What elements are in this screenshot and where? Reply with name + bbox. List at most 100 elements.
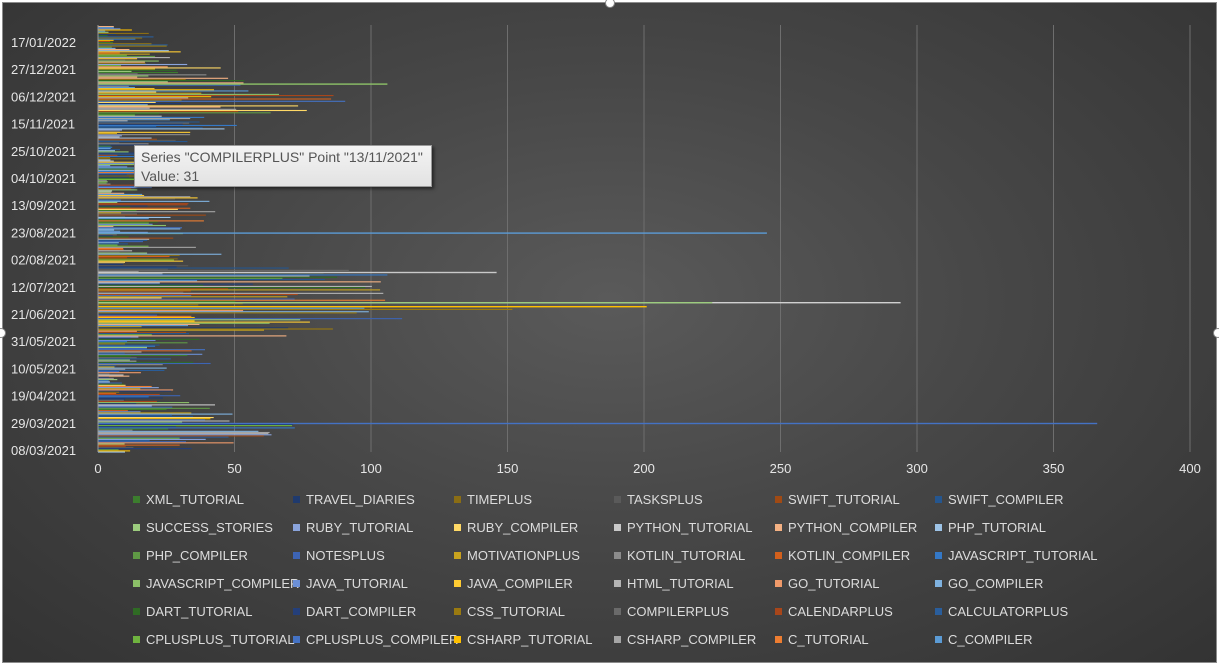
legend-item[interactable]: JAVA_TUTORIAL — [293, 576, 408, 591]
bar[interactable] — [98, 390, 171, 392]
bar[interactable] — [98, 279, 325, 281]
bar-highlight[interactable] — [98, 422, 1098, 425]
bar[interactable] — [98, 314, 158, 316]
bar-highlight[interactable] — [98, 232, 767, 234]
legend-item[interactable]: CSHARP_TUTORIAL — [454, 632, 592, 647]
bar[interactable] — [98, 119, 170, 121]
bar[interactable] — [98, 222, 149, 224]
bar[interactable] — [98, 365, 116, 367]
bar[interactable] — [98, 288, 229, 290]
bar[interactable] — [98, 90, 249, 92]
bar[interactable] — [98, 72, 178, 74]
bar[interactable] — [98, 254, 180, 256]
bar[interactable] — [98, 437, 180, 439]
bar[interactable] — [98, 417, 214, 419]
legend-item[interactable]: PYTHON_TUTORIAL — [614, 520, 752, 535]
bar[interactable] — [98, 275, 310, 277]
bar[interactable] — [98, 250, 133, 252]
bar[interactable] — [98, 160, 114, 162]
bar[interactable] — [98, 126, 157, 128]
bar[interactable] — [98, 281, 381, 283]
bar[interactable] — [98, 290, 191, 292]
bar[interactable] — [98, 433, 269, 435]
bar-highlight[interactable] — [98, 306, 647, 308]
bar[interactable] — [98, 206, 131, 208]
bar[interactable] — [98, 350, 192, 352]
bar[interactable] — [98, 95, 334, 97]
bar[interactable] — [98, 120, 128, 122]
bars[interactable] — [98, 26, 1098, 453]
bar[interactable] — [98, 423, 293, 425]
bar[interactable] — [98, 80, 245, 82]
bar[interactable] — [98, 84, 241, 86]
legend-item[interactable]: RUBY_TUTORIAL — [293, 520, 413, 535]
bar[interactable] — [98, 88, 155, 90]
bar[interactable] — [98, 27, 114, 29]
bar[interactable] — [98, 368, 126, 370]
bar[interactable] — [98, 218, 149, 220]
bar[interactable] — [98, 30, 106, 32]
bar[interactable] — [98, 174, 127, 176]
bar[interactable] — [98, 410, 128, 412]
bar[interactable] — [98, 298, 295, 300]
legend-item[interactable]: XML_TUTORIAL — [133, 492, 244, 507]
legend-item[interactable]: CALENDARPLUS — [775, 604, 893, 619]
bar[interactable] — [98, 129, 122, 131]
bar[interactable] — [98, 97, 189, 99]
bar[interactable] — [98, 311, 369, 313]
bar[interactable] — [98, 49, 130, 51]
bar[interactable] — [98, 342, 188, 344]
bar[interactable] — [98, 394, 160, 396]
bar[interactable] — [98, 258, 178, 260]
bar[interactable] — [98, 115, 162, 117]
legend-item[interactable]: JAVASCRIPT_COMPILER — [133, 576, 299, 591]
bar[interactable] — [98, 380, 109, 382]
bar[interactable] — [98, 203, 189, 205]
bar[interactable] — [98, 420, 230, 422]
bar[interactable] — [98, 235, 113, 237]
bar[interactable] — [98, 292, 384, 294]
bar[interactable] — [98, 319, 301, 321]
bar[interactable] — [98, 384, 126, 386]
bar[interactable] — [98, 438, 206, 440]
bar[interactable] — [98, 442, 234, 444]
bar[interactable] — [98, 287, 366, 289]
bar[interactable] — [98, 413, 233, 415]
bar[interactable] — [98, 266, 177, 268]
resize-handle-left[interactable] — [0, 328, 6, 338]
bar[interactable] — [98, 199, 121, 201]
bar[interactable] — [98, 161, 137, 163]
bar[interactable] — [98, 243, 128, 245]
bar[interactable] — [98, 247, 124, 250]
bar[interactable] — [98, 228, 181, 230]
legend-item[interactable]: SWIFT_COMPILER — [935, 492, 1064, 507]
bar[interactable] — [98, 444, 180, 446]
legend-item[interactable]: C_TUTORIAL — [775, 632, 869, 647]
bar[interactable] — [98, 82, 244, 84]
bar[interactable] — [98, 443, 125, 445]
bar[interactable] — [98, 139, 176, 141]
bar[interactable] — [98, 280, 198, 282]
bar[interactable] — [98, 381, 110, 383]
bar[interactable] — [98, 336, 139, 338]
bar[interactable] — [98, 118, 191, 120]
bar[interactable] — [98, 251, 120, 253]
bar[interactable] — [98, 351, 142, 353]
bar[interactable] — [98, 182, 107, 184]
bar[interactable] — [98, 367, 167, 369]
bar[interactable] — [98, 405, 152, 407]
bar[interactable] — [98, 195, 145, 197]
bar[interactable] — [98, 392, 117, 394]
bar[interactable] — [98, 440, 150, 442]
bar[interactable] — [98, 376, 109, 378]
bar[interactable] — [98, 50, 169, 52]
bar[interactable] — [98, 155, 149, 158]
bar[interactable] — [98, 26, 114, 28]
bar[interactable] — [98, 284, 204, 286]
bar[interactable] — [98, 138, 157, 140]
bar[interactable] — [98, 68, 155, 70]
bar[interactable] — [98, 28, 121, 30]
bar[interactable] — [98, 51, 181, 53]
bar[interactable] — [98, 166, 128, 168]
